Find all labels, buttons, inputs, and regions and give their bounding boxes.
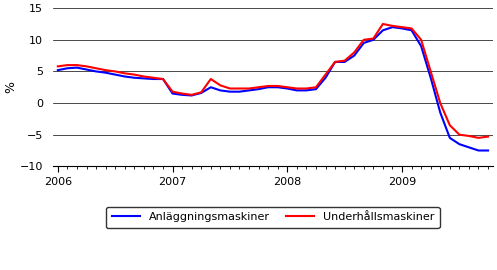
Underhållsmaskiner	[476, 136, 482, 140]
Underhållsmaskiner	[141, 75, 147, 78]
Anläggningsmaskiner	[208, 86, 214, 89]
Y-axis label: %: %	[4, 81, 17, 93]
Anläggningsmaskiner	[275, 86, 281, 89]
Anläggningsmaskiner	[284, 87, 290, 90]
Underhållsmaskiner	[198, 91, 204, 94]
Anläggningsmaskiner	[151, 77, 157, 81]
Anläggningsmaskiner	[399, 27, 405, 30]
Anläggningsmaskiner	[323, 76, 329, 79]
Anläggningsmaskiner	[55, 69, 61, 72]
Underhållsmaskiner	[55, 65, 61, 68]
Underhållsmaskiner	[65, 63, 71, 67]
Underhållsmaskiner	[332, 60, 338, 63]
Anläggningsmaskiner	[370, 38, 376, 41]
Underhållsmaskiner	[409, 27, 414, 30]
Underhållsmaskiner	[265, 84, 271, 87]
Anläggningsmaskiner	[303, 89, 309, 92]
Anläggningsmaskiner	[65, 67, 71, 70]
Underhållsmaskiner	[131, 73, 137, 76]
Underhållsmaskiner	[380, 22, 386, 26]
Underhållsmaskiner	[361, 38, 367, 41]
Underhållsmaskiner	[217, 84, 223, 87]
Anläggningsmaskiner	[313, 87, 319, 91]
Underhållsmaskiner	[74, 63, 80, 67]
Underhållsmaskiner	[122, 72, 128, 75]
Underhållsmaskiner	[169, 90, 175, 93]
Underhållsmaskiner	[255, 86, 261, 89]
Underhållsmaskiner	[112, 70, 118, 73]
Underhållsmaskiner	[294, 87, 300, 90]
Underhållsmaskiner	[447, 124, 453, 127]
Underhållsmaskiner	[160, 77, 166, 81]
Anläggningsmaskiner	[332, 60, 338, 63]
Anläggningsmaskiner	[476, 149, 482, 152]
Anläggningsmaskiner	[160, 77, 166, 81]
Underhållsmaskiner	[83, 65, 89, 68]
Anläggningsmaskiner	[112, 73, 118, 76]
Underhållsmaskiner	[275, 84, 281, 87]
Underhållsmaskiner	[246, 87, 252, 90]
Anläggningsmaskiner	[351, 54, 357, 57]
Underhållsmaskiner	[189, 93, 195, 96]
Anläggningsmaskiner	[217, 89, 223, 92]
Underhållsmaskiner	[351, 51, 357, 54]
Anläggningsmaskiner	[437, 111, 443, 114]
Anläggningsmaskiner	[418, 45, 424, 48]
Underhållsmaskiner	[370, 37, 376, 40]
Underhållsmaskiner	[399, 26, 405, 29]
Anläggningsmaskiner	[131, 76, 137, 79]
Underhållsmaskiner	[390, 24, 396, 28]
Anläggningsmaskiner	[428, 76, 434, 79]
Underhållsmaskiner	[341, 59, 347, 62]
Anläggningsmaskiner	[390, 26, 396, 29]
Anläggningsmaskiner	[380, 29, 386, 32]
Anläggningsmaskiner	[409, 29, 414, 32]
Anläggningsmaskiner	[237, 90, 243, 93]
Underhållsmaskiner	[208, 77, 214, 81]
Anläggningsmaskiner	[341, 60, 347, 63]
Anläggningsmaskiner	[83, 68, 89, 71]
Anläggningsmaskiner	[179, 93, 185, 96]
Anläggningsmaskiner	[456, 143, 462, 146]
Anläggningsmaskiner	[103, 71, 109, 74]
Line: Underhållsmaskiner: Underhållsmaskiner	[58, 24, 488, 138]
Underhållsmaskiner	[485, 135, 491, 138]
Underhållsmaskiner	[303, 87, 309, 90]
Anläggningsmaskiner	[294, 89, 300, 92]
Underhållsmaskiner	[103, 69, 109, 72]
Underhållsmaskiner	[179, 92, 185, 95]
Underhållsmaskiner	[323, 73, 329, 76]
Anläggningsmaskiner	[74, 66, 80, 69]
Underhållsmaskiner	[437, 102, 443, 105]
Underhållsmaskiner	[227, 87, 233, 90]
Anläggningsmaskiner	[485, 149, 491, 152]
Anläggningsmaskiner	[122, 75, 128, 78]
Anläggningsmaskiner	[141, 77, 147, 80]
Underhållsmaskiner	[93, 67, 99, 70]
Anläggningsmaskiner	[93, 70, 99, 73]
Anläggningsmaskiner	[361, 41, 367, 45]
Underhållsmaskiner	[456, 133, 462, 136]
Anläggningsmaskiner	[189, 94, 195, 97]
Anläggningsmaskiner	[169, 92, 175, 95]
Legend: Anläggningsmaskiner, Underhållsmaskiner: Anläggningsmaskiner, Underhållsmaskiner	[106, 207, 440, 228]
Underhållsmaskiner	[428, 70, 434, 73]
Anläggningsmaskiner	[466, 146, 472, 149]
Underhållsmaskiner	[151, 76, 157, 79]
Underhållsmaskiner	[284, 86, 290, 89]
Anläggningsmaskiner	[227, 90, 233, 93]
Anläggningsmaskiner	[265, 86, 271, 89]
Underhållsmaskiner	[237, 87, 243, 90]
Anläggningsmaskiner	[246, 89, 252, 92]
Underhållsmaskiner	[313, 86, 319, 89]
Anläggningsmaskiner	[198, 91, 204, 94]
Underhållsmaskiner	[466, 134, 472, 138]
Anläggningsmaskiner	[447, 136, 453, 140]
Anläggningsmaskiner	[255, 87, 261, 91]
Line: Anläggningsmaskiner: Anläggningsmaskiner	[58, 27, 488, 150]
Underhållsmaskiner	[418, 38, 424, 41]
